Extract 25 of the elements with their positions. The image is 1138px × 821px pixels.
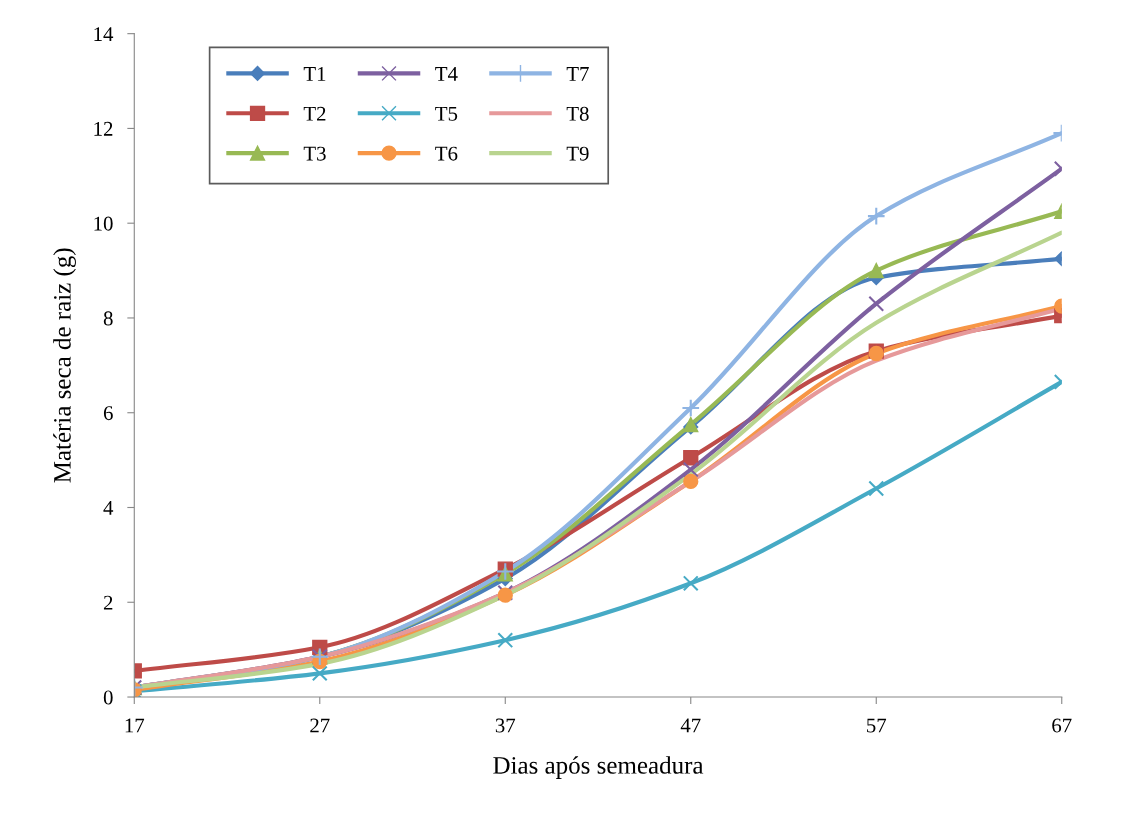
x-tick-label: 37 <box>495 718 516 733</box>
x-tick-label: 47 <box>680 718 701 733</box>
y-tick-label: 8 <box>103 311 113 326</box>
legend-label: T2 <box>303 106 326 121</box>
y-axis-title: Matéria seca de raiz (g) <box>53 248 76 483</box>
legend-label: T6 <box>435 146 458 161</box>
y-tick-label: 10 <box>94 216 113 231</box>
y-tick-label: 4 <box>103 501 114 515</box>
x-tick-label: 57 <box>867 718 887 733</box>
x-tick-label: 27 <box>310 718 330 733</box>
legend-label: T8 <box>566 106 589 121</box>
legend-label: T3 <box>303 146 326 161</box>
y-tick-label: 12 <box>94 121 113 136</box>
y-tick-label: 14 <box>94 27 114 41</box>
y-tick-label: 2 <box>103 595 113 610</box>
x-tick-label: 17 <box>125 718 145 733</box>
y-tick-label: 6 <box>103 406 113 421</box>
x-axis-title: Dias após semeadura <box>493 756 704 779</box>
y-tick-label: 0 <box>103 690 113 705</box>
legend-label: T7 <box>566 67 589 81</box>
legend-label: T5 <box>435 106 458 121</box>
legend-label: T9 <box>566 146 589 161</box>
legend-label: T4 <box>435 67 458 81</box>
x-tick-label: 67 <box>1052 718 1072 733</box>
legend-label: T1 <box>303 66 326 81</box>
